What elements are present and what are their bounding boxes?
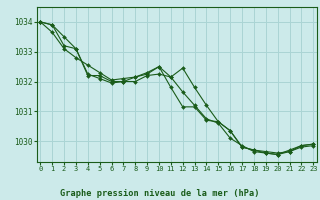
Text: Graphe pression niveau de la mer (hPa): Graphe pression niveau de la mer (hPa) — [60, 189, 260, 198]
